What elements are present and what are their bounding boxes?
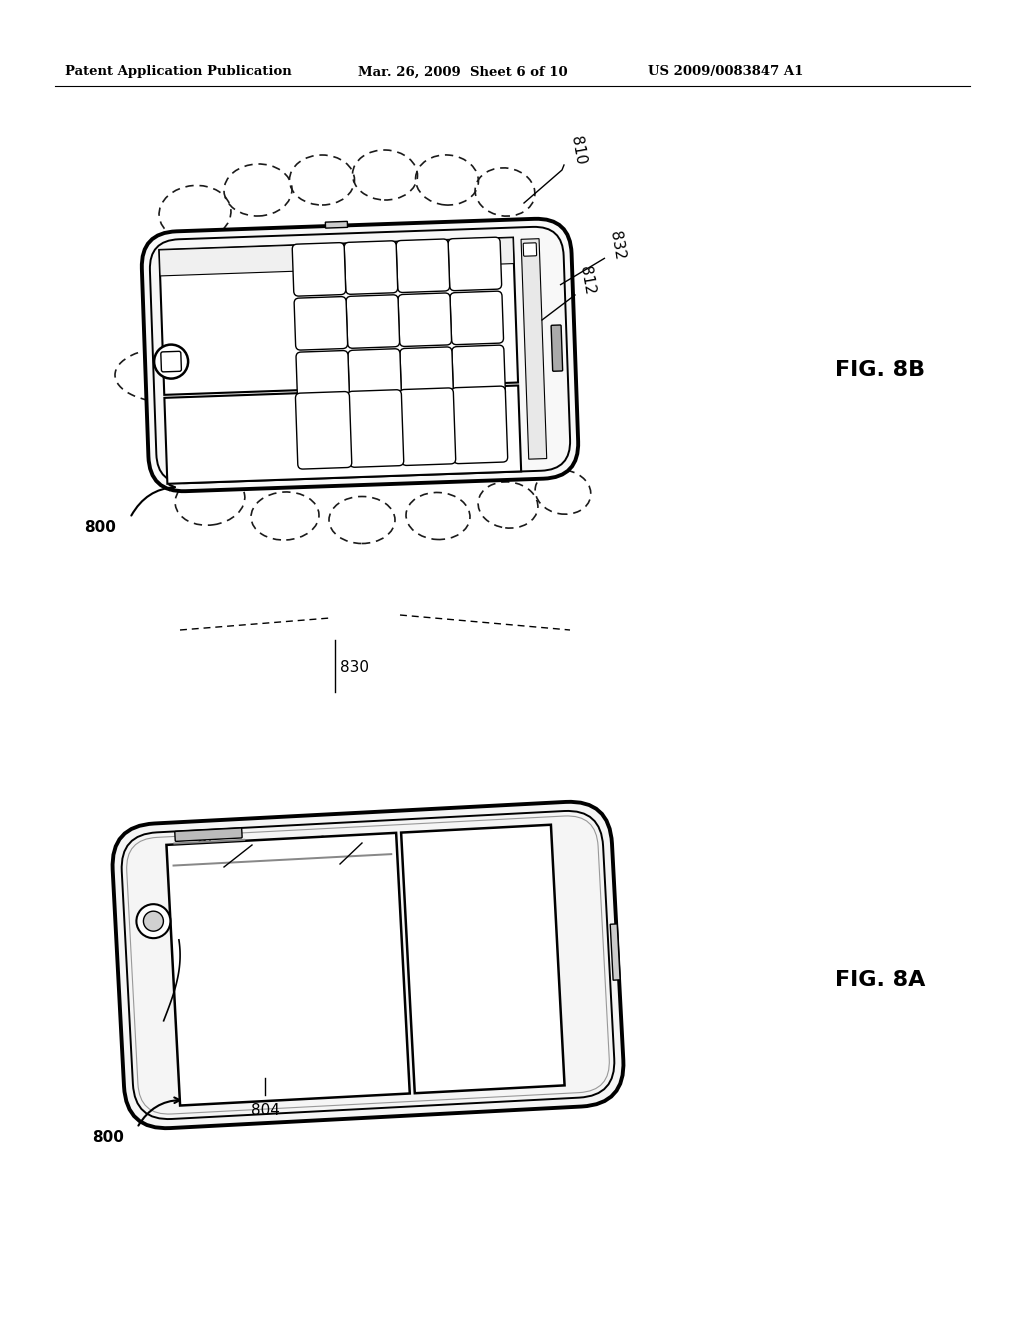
Text: 812: 812 bbox=[577, 264, 597, 296]
FancyBboxPatch shape bbox=[348, 348, 401, 403]
FancyBboxPatch shape bbox=[398, 293, 452, 346]
FancyBboxPatch shape bbox=[141, 219, 579, 491]
Circle shape bbox=[155, 345, 188, 379]
FancyBboxPatch shape bbox=[113, 801, 624, 1129]
Bar bbox=[167, 833, 410, 1106]
Bar bbox=[172, 853, 392, 867]
Bar bbox=[401, 825, 564, 1093]
Text: 832: 832 bbox=[607, 230, 627, 260]
Bar bbox=[610, 924, 621, 981]
FancyBboxPatch shape bbox=[347, 389, 403, 467]
Text: Mar. 26, 2009  Sheet 6 of 10: Mar. 26, 2009 Sheet 6 of 10 bbox=[358, 66, 567, 78]
FancyBboxPatch shape bbox=[452, 345, 506, 399]
Text: FIG. 8B: FIG. 8B bbox=[835, 360, 925, 380]
Bar bbox=[326, 222, 347, 228]
Text: 800: 800 bbox=[84, 520, 116, 535]
FancyBboxPatch shape bbox=[294, 297, 347, 350]
FancyBboxPatch shape bbox=[452, 387, 508, 463]
Bar bbox=[521, 239, 547, 459]
Circle shape bbox=[143, 911, 164, 931]
FancyBboxPatch shape bbox=[449, 238, 502, 290]
FancyBboxPatch shape bbox=[296, 392, 352, 469]
Bar bbox=[159, 238, 518, 395]
FancyBboxPatch shape bbox=[399, 388, 456, 466]
Text: 820: 820 bbox=[308, 834, 330, 866]
Text: US 2009/0083847 A1: US 2009/0083847 A1 bbox=[648, 66, 804, 78]
FancyBboxPatch shape bbox=[175, 828, 242, 841]
FancyBboxPatch shape bbox=[346, 294, 399, 348]
FancyBboxPatch shape bbox=[296, 351, 349, 404]
Text: FIG. 8A: FIG. 8A bbox=[835, 970, 926, 990]
Bar bbox=[159, 238, 514, 276]
FancyBboxPatch shape bbox=[292, 243, 346, 296]
FancyBboxPatch shape bbox=[551, 325, 562, 371]
Text: 802: 802 bbox=[194, 836, 215, 867]
FancyBboxPatch shape bbox=[396, 239, 450, 293]
Text: 800: 800 bbox=[92, 1130, 124, 1144]
FancyBboxPatch shape bbox=[523, 243, 537, 256]
Text: Patent Application Publication: Patent Application Publication bbox=[65, 66, 292, 78]
Bar bbox=[165, 385, 521, 484]
Text: 810: 810 bbox=[568, 135, 588, 165]
Text: 830: 830 bbox=[340, 660, 369, 676]
FancyBboxPatch shape bbox=[400, 347, 454, 400]
FancyBboxPatch shape bbox=[451, 292, 504, 345]
Bar bbox=[173, 838, 246, 845]
Circle shape bbox=[136, 904, 170, 939]
FancyBboxPatch shape bbox=[344, 240, 397, 294]
Text: 804: 804 bbox=[251, 1104, 280, 1118]
FancyBboxPatch shape bbox=[161, 351, 181, 372]
